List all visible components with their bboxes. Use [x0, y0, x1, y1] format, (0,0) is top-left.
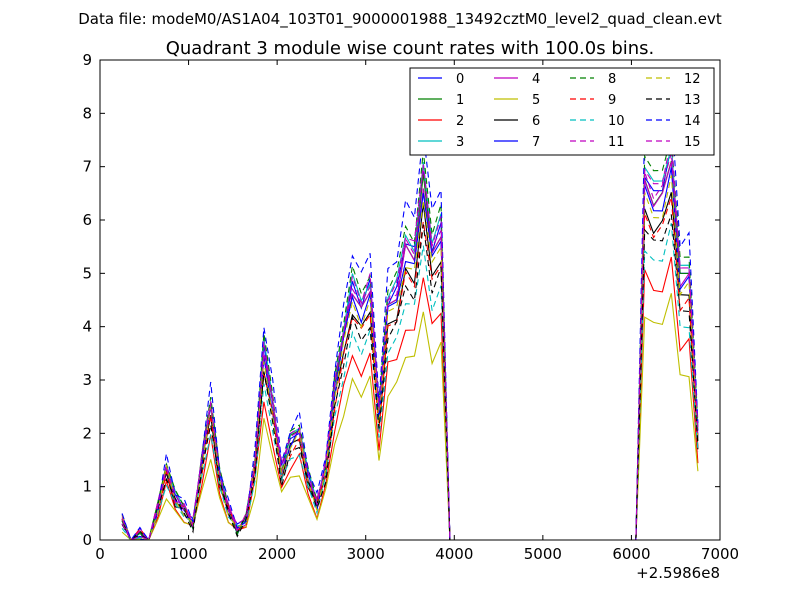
series-line-7 — [121, 167, 699, 540]
x-tick-label: 6000 — [612, 545, 650, 563]
legend-label-1: 1 — [456, 93, 464, 108]
x-axis-offset-label: +2.5986e8 — [636, 564, 720, 582]
legend-label-11: 11 — [608, 135, 625, 150]
y-tick-label: 0 — [82, 531, 92, 549]
series-line-4 — [121, 162, 699, 540]
chart-title: Quadrant 3 module wise count rates with … — [166, 38, 655, 59]
series-line-13 — [121, 214, 699, 540]
y-tick-label: 6 — [82, 211, 92, 229]
series-line-12 — [121, 175, 699, 540]
legend-label-4: 4 — [532, 72, 540, 87]
series-line-5 — [121, 293, 699, 540]
y-tick-label: 7 — [82, 158, 92, 176]
y-tick-label: 5 — [82, 264, 92, 282]
series-line-11 — [121, 153, 699, 540]
legend-label-5: 5 — [532, 93, 540, 108]
figure-suptitle: Data file: modeM0/AS1A04_103T01_90000019… — [78, 10, 722, 29]
x-tick-label: 0 — [95, 545, 105, 563]
x-tick-label: 4000 — [435, 545, 473, 563]
series-line-0 — [121, 145, 699, 540]
series-line-10 — [121, 223, 699, 540]
legend-label-9: 9 — [608, 93, 616, 108]
legend-label-2: 2 — [456, 114, 464, 129]
series-line-8 — [121, 136, 699, 540]
series-line-9 — [121, 197, 699, 540]
y-tick-label: 4 — [82, 318, 92, 336]
axes-frame — [99, 59, 721, 541]
legend-label-8: 8 — [608, 72, 616, 87]
series-line-1 — [121, 160, 699, 540]
x-axis-ticks: 0 1000 2000 3000 4000 5000 6000 7000 — [95, 60, 739, 563]
legend-label-3: 3 — [456, 135, 464, 150]
legend-label-13: 13 — [684, 93, 701, 108]
x-tick-label: 1000 — [169, 545, 207, 563]
legend-label-10: 10 — [608, 114, 625, 129]
y-tick-label: 3 — [82, 371, 92, 389]
legend-label-7: 7 — [532, 135, 540, 150]
x-tick-label: 7000 — [701, 545, 739, 563]
legend-label-6: 6 — [532, 114, 540, 129]
plot-area: 0 1000 2000 3000 4000 5000 6000 7000 0123456789… — [82, 51, 739, 582]
legend-label-12: 12 — [684, 72, 701, 87]
series-line-14 — [121, 103, 699, 540]
y-tick-label: 8 — [82, 104, 92, 122]
y-tick-label: 9 — [82, 51, 92, 69]
x-tick-label: 2000 — [258, 545, 296, 563]
series-lines — [121, 103, 699, 540]
series-line-15 — [121, 137, 699, 540]
legend-label-0: 0 — [456, 72, 464, 87]
x-tick-label: 3000 — [347, 545, 385, 563]
y-tick-label: 2 — [82, 424, 92, 442]
legend-box — [409, 67, 715, 156]
y-tick-label: 1 — [82, 478, 92, 496]
legend-label-14: 14 — [684, 114, 701, 129]
x-tick-label: 5000 — [524, 545, 562, 563]
series-line-3 — [121, 148, 699, 540]
series-line-2 — [121, 256, 699, 540]
legend-label-15: 15 — [684, 135, 701, 150]
